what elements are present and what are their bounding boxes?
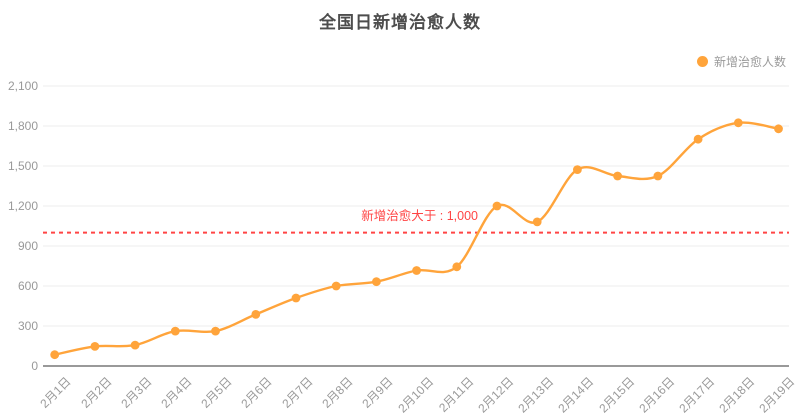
legend-marker-icon xyxy=(696,56,708,67)
data-point[interactable] xyxy=(170,326,180,336)
data-point[interactable] xyxy=(412,266,421,275)
y-axis-tick-label: 1,800 xyxy=(7,119,38,133)
legend-item-series[interactable]: 新增治愈人数 xyxy=(696,53,786,70)
data-point[interactable] xyxy=(251,310,261,319)
data-point[interactable] xyxy=(532,217,542,227)
data-point[interactable] xyxy=(130,340,140,350)
data-point[interactable] xyxy=(733,118,743,128)
legend-label: 新增治愈人数 xyxy=(713,55,786,69)
data-point[interactable] xyxy=(211,326,220,336)
y-axis-tick-label: 1,500 xyxy=(7,159,38,173)
data-point[interactable] xyxy=(774,124,783,134)
data-point[interactable] xyxy=(291,293,301,303)
threshold-annotation: 新增治愈大于 : 1,000 xyxy=(361,209,478,223)
data-point[interactable] xyxy=(50,350,60,360)
y-axis-tick-label: 2,100 xyxy=(7,79,38,93)
data-point[interactable] xyxy=(613,171,622,181)
series-line xyxy=(54,121,779,356)
data-point[interactable] xyxy=(452,262,462,272)
y-axis-tick-label: 900 xyxy=(17,239,38,253)
y-axis-tick-label: 600 xyxy=(17,279,38,293)
data-point[interactable] xyxy=(331,281,341,291)
data-point[interactable] xyxy=(693,134,703,144)
chart-title: 全国日新增治愈人数 xyxy=(319,13,481,32)
y-axis-tick-label: 0 xyxy=(31,359,38,373)
data-point[interactable] xyxy=(372,277,381,287)
data-point[interactable] xyxy=(492,201,502,211)
data-point[interactable] xyxy=(653,171,663,181)
y-axis-tick-label: 300 xyxy=(17,319,38,333)
y-axis-tick-label: 1,200 xyxy=(7,199,38,213)
data-point[interactable] xyxy=(90,342,100,351)
data-point[interactable] xyxy=(573,165,582,175)
